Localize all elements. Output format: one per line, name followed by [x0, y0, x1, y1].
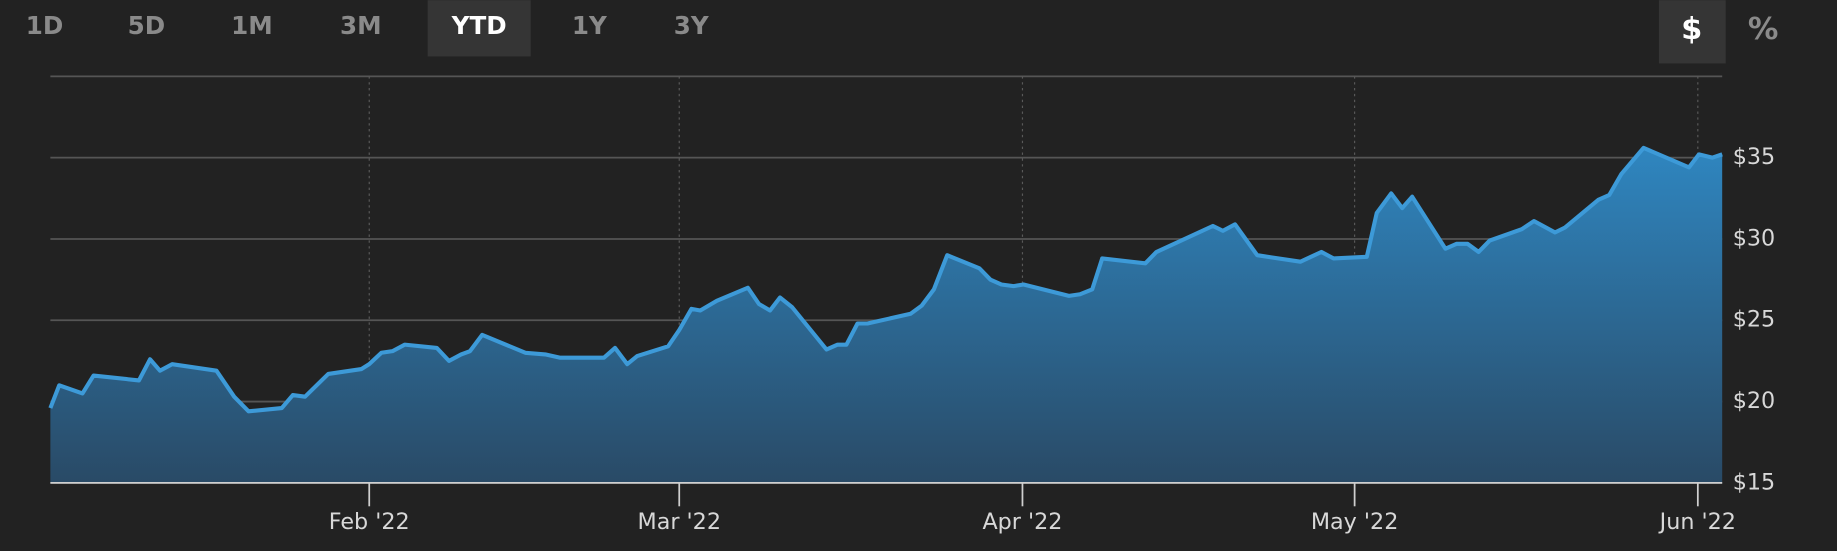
range-button[interactable]: 1M — [231, 11, 273, 40]
x-tick-label: Feb '22 — [329, 509, 410, 535]
range-button-label: 1M — [231, 11, 273, 40]
range-button[interactable]: 3Y — [674, 11, 710, 40]
range-button-highlight — [427, 0, 531, 57]
range-button-label: 3M — [340, 11, 382, 40]
unit-button-label: $ — [1681, 12, 1702, 47]
range-button-label: YTD — [451, 11, 507, 40]
range-button[interactable]: 5D — [128, 11, 166, 40]
y-tick-label: $20 — [1733, 388, 1775, 414]
range-button[interactable]: 3M — [340, 11, 382, 40]
unit-button[interactable]: % — [1748, 12, 1779, 47]
x-tick-label: Jun '22 — [1658, 509, 1736, 535]
unit-button-label: % — [1748, 12, 1779, 47]
price-line — [48, 145, 1723, 414]
y-tick-label: $35 — [1733, 144, 1775, 170]
y-tick-label: $25 — [1733, 307, 1775, 333]
range-button[interactable]: YTD — [427, 0, 531, 57]
range-button[interactable]: 1Y — [572, 11, 608, 40]
range-button-label: 3Y — [674, 11, 710, 40]
y-tick-label: $30 — [1733, 225, 1775, 251]
range-button-label: 5D — [128, 11, 166, 40]
unit-button[interactable]: $ — [1658, 0, 1726, 64]
range-button-label: 1D — [26, 11, 64, 40]
range-button[interactable]: 1D — [26, 11, 64, 40]
area-fill — [50, 147, 1723, 483]
x-tick-label: May '22 — [1311, 509, 1399, 535]
unit-button-highlight — [1658, 0, 1726, 64]
y-tick-label: $15 — [1733, 469, 1775, 495]
range-button-label: 1Y — [572, 11, 608, 40]
x-tick-label: Mar '22 — [638, 509, 721, 535]
x-tick-label: Apr '22 — [982, 509, 1062, 535]
